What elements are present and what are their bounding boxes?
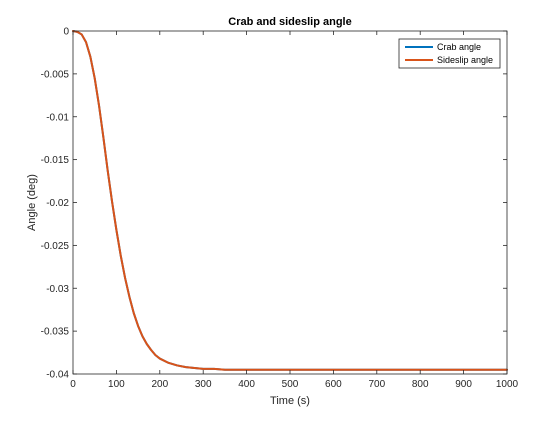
x-tick-label: 300	[195, 379, 212, 390]
x-tick-label: 100	[108, 379, 125, 390]
y-tick-label: -0.025	[41, 241, 70, 252]
y-axis-label: Angle (deg)	[26, 174, 38, 231]
axes-box	[72, 30, 508, 375]
plot-area	[73, 31, 507, 374]
legend-label-sideslip-angle: Sideslip angle	[437, 55, 493, 65]
legend-label-crab-angle: Crab angle	[437, 42, 481, 52]
x-tick-label: 600	[325, 379, 342, 390]
tick-layer: 0 100 200 300 400 500 600 700 800 900 1000 0 -0.005 -…	[41, 27, 519, 391]
y-tick-label: -0.01	[46, 112, 69, 123]
y-tick-label: -0.005	[41, 69, 70, 80]
y-tick-label: 0	[63, 27, 69, 38]
y-tick-label: -0.015	[41, 155, 70, 166]
series-line-sideslip-angle	[72, 30, 508, 371]
y-tick-label: -0.04	[46, 370, 69, 381]
x-tick-label: 800	[412, 379, 429, 390]
legend-box	[398, 38, 501, 69]
x-tick-label: 500	[282, 379, 299, 390]
y-tick-label: -0.035	[41, 327, 70, 338]
x-tick-label: 700	[368, 379, 385, 390]
x-tick-label: 400	[238, 379, 255, 390]
y-tick-label: -0.03	[46, 284, 69, 295]
x-tick-label: 900	[455, 379, 472, 390]
legend: Crab angle Sideslip angle	[398, 38, 501, 69]
series-layer	[72, 30, 508, 371]
x-tick-label: 0	[70, 379, 76, 390]
x-axis-label: Time (s)	[270, 395, 310, 407]
x-tick-label: 200	[151, 379, 168, 390]
chart-title: Crab and sideslip angle	[228, 16, 351, 28]
y-tick-label: -0.02	[46, 198, 69, 209]
x-tick-label: 1000	[496, 379, 519, 390]
